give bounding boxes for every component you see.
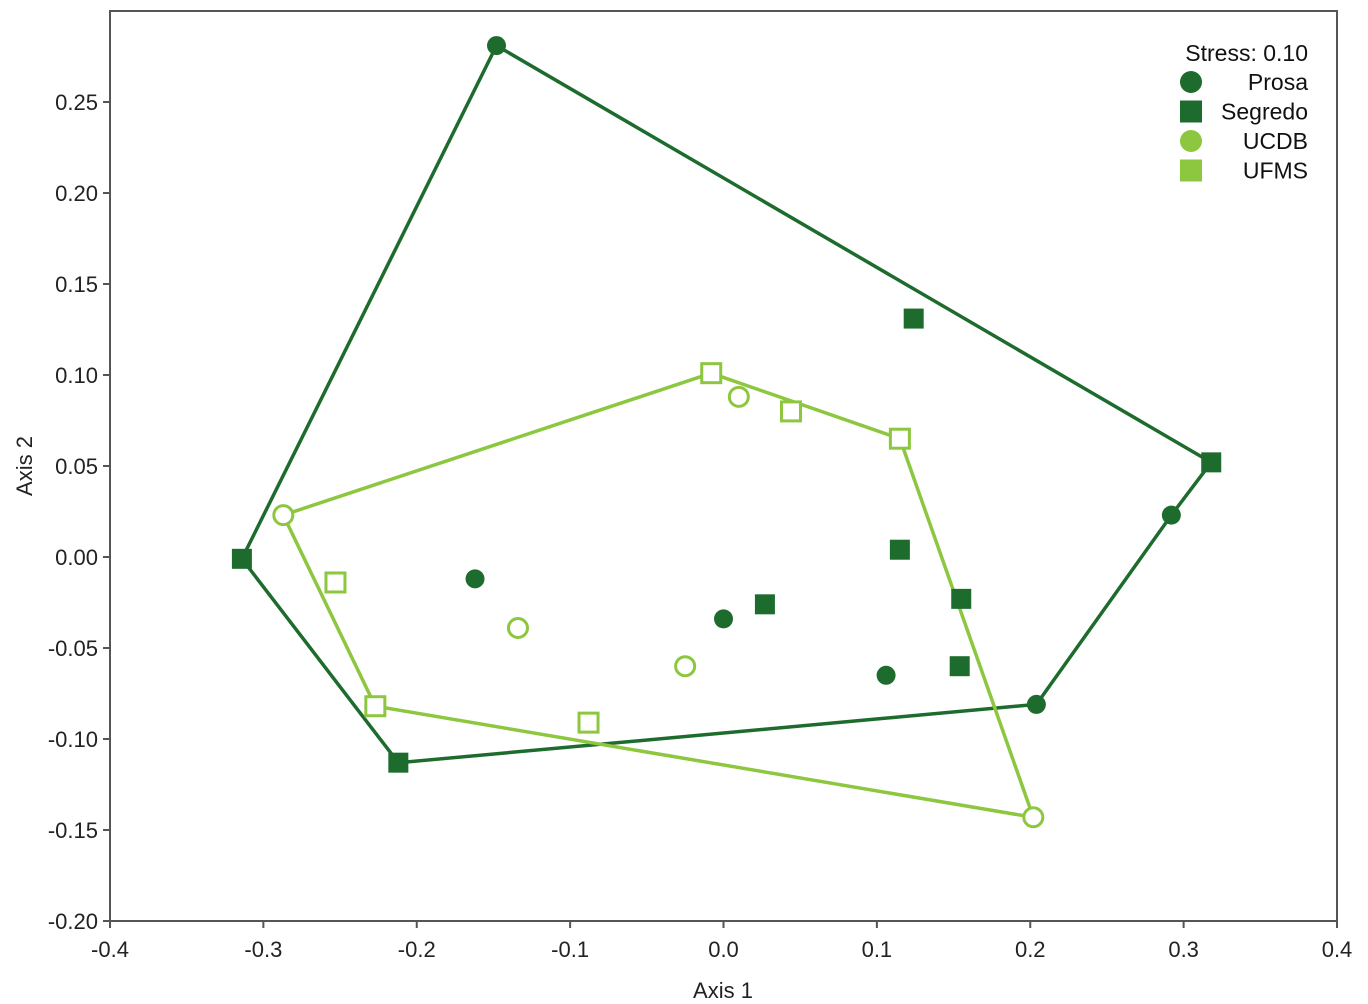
- point-ufms-5: [364, 695, 387, 718]
- point-segredo-8: [949, 656, 970, 677]
- legend-label-ufms: UFMS: [1243, 158, 1308, 184]
- y-tick-label: -0.20: [48, 909, 98, 934]
- legend-marker-segredo: [1180, 100, 1202, 123]
- x-tick-label: -0.4: [91, 937, 129, 962]
- point-ucdb-2: [727, 385, 750, 408]
- point-ufms-1: [700, 362, 723, 385]
- point-segredo-2: [388, 752, 409, 773]
- stress-annotation: Stress: 0.10: [1185, 40, 1308, 66]
- point-ucdb-5: [1022, 806, 1045, 829]
- y-tick-label: 0.10: [55, 363, 98, 388]
- x-axis: -0.4 -0.3 -0.2 -0.1 0.0 0.1 0.2 0.3 0.4: [91, 921, 1352, 962]
- point-ufms-2: [779, 400, 802, 423]
- x-tick-label: -0.1: [551, 937, 589, 962]
- hull-group: [240, 43, 1213, 820]
- hull-2: [281, 371, 1036, 820]
- legend-label-prosa: Prosa: [1248, 69, 1308, 95]
- y-axis-title: Axis 2: [12, 436, 37, 496]
- point-segredo-6: [754, 594, 775, 615]
- plot-frame: [109, 10, 1338, 922]
- point-ufms-3: [888, 427, 911, 450]
- x-tick-label: -0.3: [244, 937, 282, 962]
- y-tick-label: 0.15: [55, 272, 98, 297]
- y-tick-label: 0.25: [55, 90, 98, 115]
- x-tick-label: 0.2: [1015, 937, 1046, 962]
- hull-1: [240, 43, 1213, 765]
- point-ucdb-1: [272, 504, 295, 527]
- point-prosa-5: [714, 609, 733, 629]
- points-group: [231, 36, 1222, 829]
- y-tick-label: 0.05: [55, 454, 98, 479]
- point-prosa-2: [1161, 505, 1181, 525]
- x-tick-label: -0.2: [398, 937, 436, 962]
- x-tick-label: 0.1: [862, 937, 893, 962]
- legend-label-segredo: Segredo: [1221, 99, 1308, 125]
- y-axis: -0.20 -0.15 -0.10 -0.05 0.00 0.05 0.10 0.15 0.20…: [48, 90, 110, 934]
- point-segredo-1: [231, 548, 252, 569]
- legend-marker-ufms: [1180, 159, 1202, 182]
- point-prosa-4: [465, 569, 485, 589]
- point-segredo-7: [951, 588, 972, 609]
- y-tick-label: -0.15: [48, 818, 98, 843]
- x-tick-label: 0.0: [708, 937, 739, 962]
- point-ufms-4: [324, 571, 347, 594]
- y-tick-label: 0.20: [55, 181, 98, 206]
- point-ucdb-3: [506, 616, 529, 639]
- x-tick-label: 0.3: [1168, 937, 1199, 962]
- x-tick-label: 0.4: [1322, 937, 1353, 962]
- point-prosa-1: [487, 36, 507, 56]
- legend-marker-ucdb: [1180, 130, 1202, 152]
- y-tick-label: -0.10: [48, 727, 98, 752]
- point-segredo-4: [903, 308, 924, 329]
- legend-label-ucdb: UCDB: [1243, 128, 1308, 154]
- y-tick-label: -0.05: [48, 636, 98, 661]
- point-segredo-3: [1201, 452, 1222, 473]
- y-tick-label: 0.00: [55, 545, 98, 570]
- point-prosa-6: [876, 665, 896, 685]
- point-prosa-3: [1026, 694, 1046, 714]
- point-ucdb-4: [674, 655, 697, 678]
- legend: Stress: 0.10 Prosa Segredo UCDB UFMS: [1180, 40, 1308, 184]
- point-ufms-6: [577, 711, 600, 734]
- legend-marker-prosa: [1180, 71, 1202, 93]
- point-segredo-5: [889, 539, 910, 560]
- x-axis-title: Axis 1: [693, 978, 753, 1003]
